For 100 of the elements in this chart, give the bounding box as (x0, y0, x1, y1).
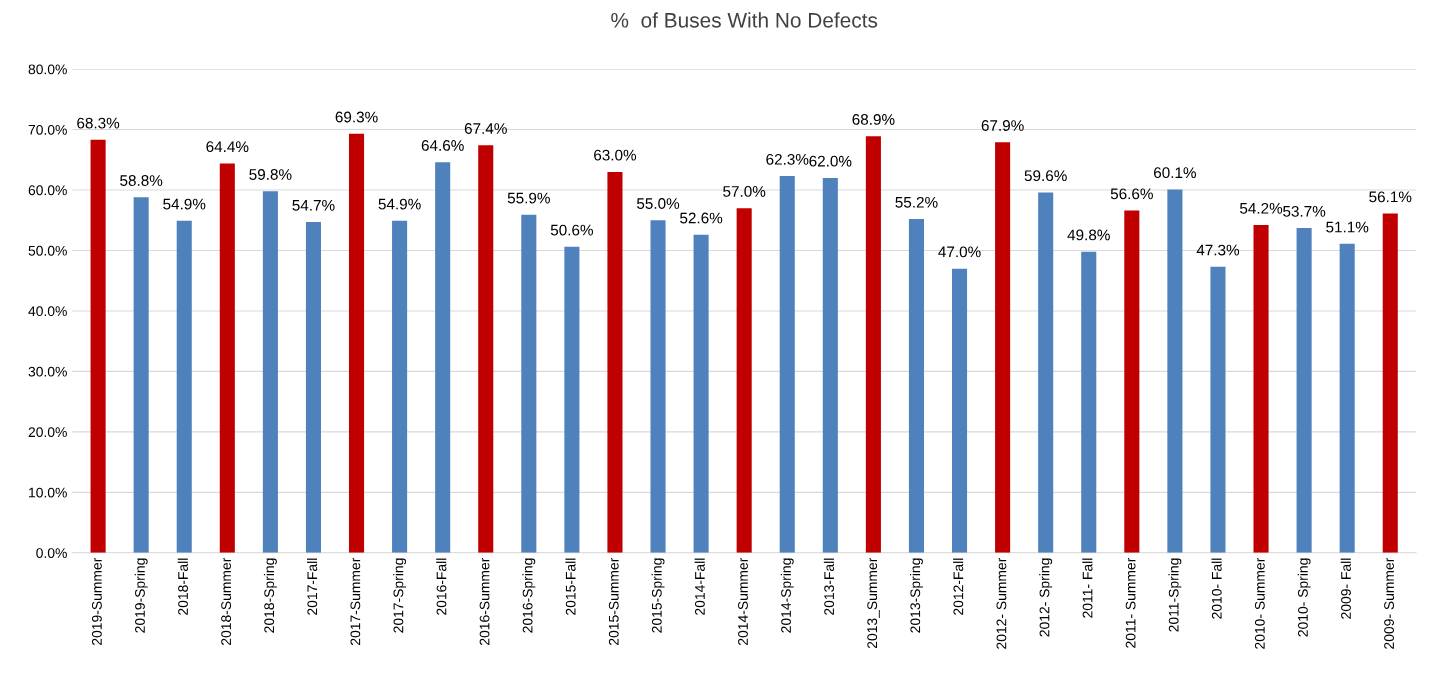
x-tick-label: 2017-Fall (306, 558, 318, 615)
data-label: 55.2% (895, 196, 938, 208)
x-tick-label: 2013-Spring (909, 558, 923, 633)
bar (1038, 192, 1054, 553)
y-tick-label: 40.0% (28, 306, 67, 317)
x-tick-label: 2018-Summer (221, 557, 232, 645)
data-label: 58.8% (120, 175, 163, 186)
x-tick-label: 2014-Summer (738, 557, 748, 645)
x-tick-label: 2009- Summer (1384, 557, 1394, 649)
x-tick-label: 2011- Summer (1125, 557, 1136, 648)
chart-title: % of Buses With No Defects (611, 12, 878, 28)
x-tick-label: 2015-Summer (608, 557, 619, 645)
data-label: 47.0% (938, 246, 981, 258)
bar (1382, 213, 1398, 553)
x-tick-label: 2013_Summer (867, 557, 880, 649)
data-label: 56.6% (1110, 188, 1153, 200)
data-label: 51.1% (1326, 221, 1369, 233)
data-label: 62.3% (766, 153, 809, 165)
bar (1339, 243, 1355, 553)
data-label: 67.9% (981, 120, 1024, 131)
data-label: 67.4% (464, 123, 507, 134)
x-tick-label: 2017-Summer (350, 557, 361, 645)
data-label: 54.7% (292, 199, 335, 211)
x-tick-label: 2018-Spring (263, 558, 277, 633)
x-tick-label: 2012- Spring (1039, 558, 1053, 637)
bar (693, 234, 709, 553)
bar (176, 220, 192, 553)
y-tick-label: 70.0% (28, 124, 67, 135)
bar (305, 222, 321, 553)
data-label: 64.4% (206, 141, 249, 153)
y-tick-label: 0.0% (36, 548, 67, 558)
x-tick-label: 2010- Spring (1297, 558, 1311, 637)
y-tick-label: 20.0% (28, 427, 67, 438)
bar (521, 214, 537, 553)
y-tick-label: 10.0% (29, 487, 67, 498)
x-tick-label: 2016-Spring (522, 558, 536, 633)
y-tick-label: 60.0% (28, 185, 67, 196)
bar (564, 246, 580, 553)
bar (219, 163, 235, 553)
bar (1081, 251, 1097, 553)
bar (952, 268, 968, 553)
bar (822, 177, 838, 553)
data-label: 49.8% (1067, 229, 1110, 241)
bar (1124, 210, 1140, 553)
bar (1210, 266, 1226, 553)
x-tick-label: 2015-Fall (565, 558, 576, 615)
x-tick-label: 2014-Spring (780, 558, 794, 633)
bar (908, 219, 924, 553)
bar (865, 136, 881, 553)
bar (1296, 228, 1312, 553)
data-label: 56.1% (1369, 191, 1412, 203)
data-label: 54.9% (163, 198, 206, 210)
x-tick-label: 2012- Summer (996, 557, 1007, 649)
data-label: 60.1% (1154, 167, 1197, 179)
bar (392, 220, 408, 553)
data-label: 50.6% (550, 224, 593, 236)
x-tick-label: 2019-Summer (91, 557, 102, 645)
bar (133, 197, 149, 553)
data-label: 54.9% (378, 198, 421, 210)
x-tick-label: 2016-Summer (479, 557, 490, 645)
data-label: 47.3% (1196, 244, 1240, 256)
data-label: 55.0% (636, 198, 680, 209)
y-tick-label: 30.0% (28, 366, 67, 377)
x-tick-label: 2017-Spring (393, 558, 407, 633)
data-label: 54.2% (1239, 202, 1283, 214)
bar (435, 162, 451, 553)
data-label: 63.0% (594, 149, 637, 161)
bar (995, 142, 1011, 553)
x-tick-label: 2012-Fall (953, 558, 964, 615)
bar (1167, 189, 1183, 553)
data-label: 68.9% (852, 114, 895, 125)
data-label: 53.7% (1283, 205, 1326, 217)
x-tick-label: 2019-Spring (134, 558, 148, 633)
x-tick-label: 2016-Fall (436, 558, 447, 615)
y-tick-label: 50.0% (28, 245, 67, 256)
x-tick-label: 2011- Fall (1082, 558, 1093, 618)
bar (478, 145, 494, 553)
data-label: 62.0% (809, 155, 852, 167)
x-tick-label: 2010- Summer (1254, 557, 1265, 649)
bar (262, 191, 278, 553)
x-tick-label: 2015-Spring (651, 558, 665, 633)
data-label: 57.0% (723, 185, 766, 197)
bar (1253, 225, 1269, 553)
bar (90, 139, 106, 553)
x-tick-label: 2010- Fall (1211, 558, 1222, 619)
bar (348, 133, 365, 553)
x-tick-label: 2013-Fall (823, 558, 835, 615)
bar (736, 208, 752, 553)
data-label: 59.6% (1024, 170, 1067, 182)
y-tick-label: 80.0% (28, 64, 67, 75)
x-tick-label: 2011-Spring (1168, 558, 1182, 632)
x-tick-label: 2009- Fall (1340, 558, 1351, 619)
bar (650, 220, 666, 553)
x-tick-label: 2018-Fall (177, 558, 188, 615)
data-label: 68.3% (77, 117, 120, 129)
data-label: 59.8% (249, 169, 292, 180)
data-label: 64.6% (421, 140, 464, 151)
data-label: 69.3% (335, 111, 378, 123)
data-label: 55.9% (507, 192, 550, 204)
x-tick-label: 2014-Fall (694, 558, 705, 615)
